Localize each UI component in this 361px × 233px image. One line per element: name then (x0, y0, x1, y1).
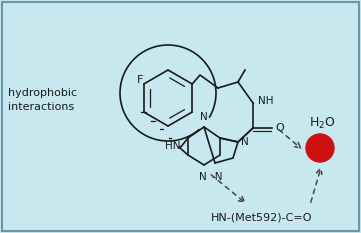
Circle shape (306, 134, 334, 162)
Text: H$_2$O: H$_2$O (309, 116, 335, 131)
Text: O: O (275, 123, 284, 133)
Text: N: N (199, 172, 207, 182)
Text: F: F (136, 75, 143, 85)
Text: HN: HN (165, 141, 180, 151)
Text: NH: NH (258, 96, 274, 106)
Text: N: N (241, 137, 249, 147)
Text: HN-(Met592)-C=O: HN-(Met592)-C=O (211, 213, 313, 223)
Text: -N: -N (211, 172, 222, 182)
Text: hydrophobic
interactions: hydrophobic interactions (8, 88, 77, 112)
Text: N: N (200, 112, 208, 122)
